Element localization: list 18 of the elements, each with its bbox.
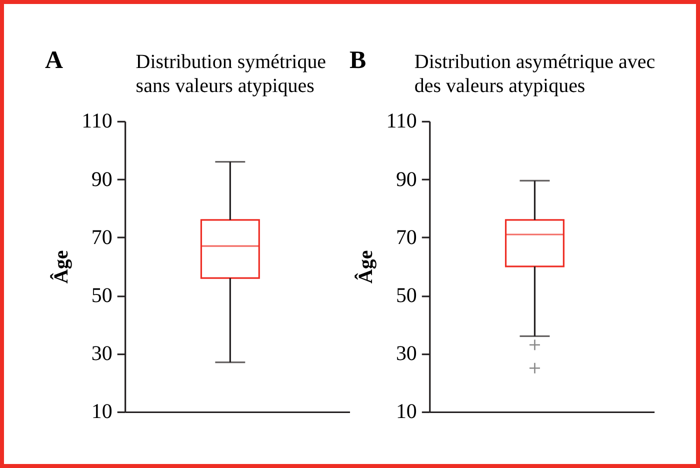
chart-title: B [350, 47, 366, 74]
y-tick-label: 30 [91, 341, 112, 366]
y-tick-label: 10 [91, 399, 112, 424]
y-tick-label: 90 [91, 166, 112, 191]
y-tick-label: 70 [396, 224, 417, 249]
y-tick-label: 30 [396, 341, 417, 366]
y-tick-label: 50 [91, 283, 112, 307]
y-tick-label: 90 [396, 166, 417, 191]
chart-title: A [44, 47, 63, 74]
y-axis-title: Âge [354, 250, 378, 284]
y-tick-label: 110 [82, 108, 112, 133]
y-tick-label: 70 [91, 224, 112, 249]
y-tick-label: 50 [396, 283, 417, 307]
chart-subtitle: Distribution symétrique sans valeurs atypiques [136, 51, 326, 98]
y-tick-label: 110 [386, 108, 417, 133]
y-tick-label: 10 [396, 399, 417, 424]
chart-subtitle: Distribution asymétrique avec des valeurs atypiques [414, 51, 656, 98]
y-axis-title: Âge [50, 250, 73, 284]
